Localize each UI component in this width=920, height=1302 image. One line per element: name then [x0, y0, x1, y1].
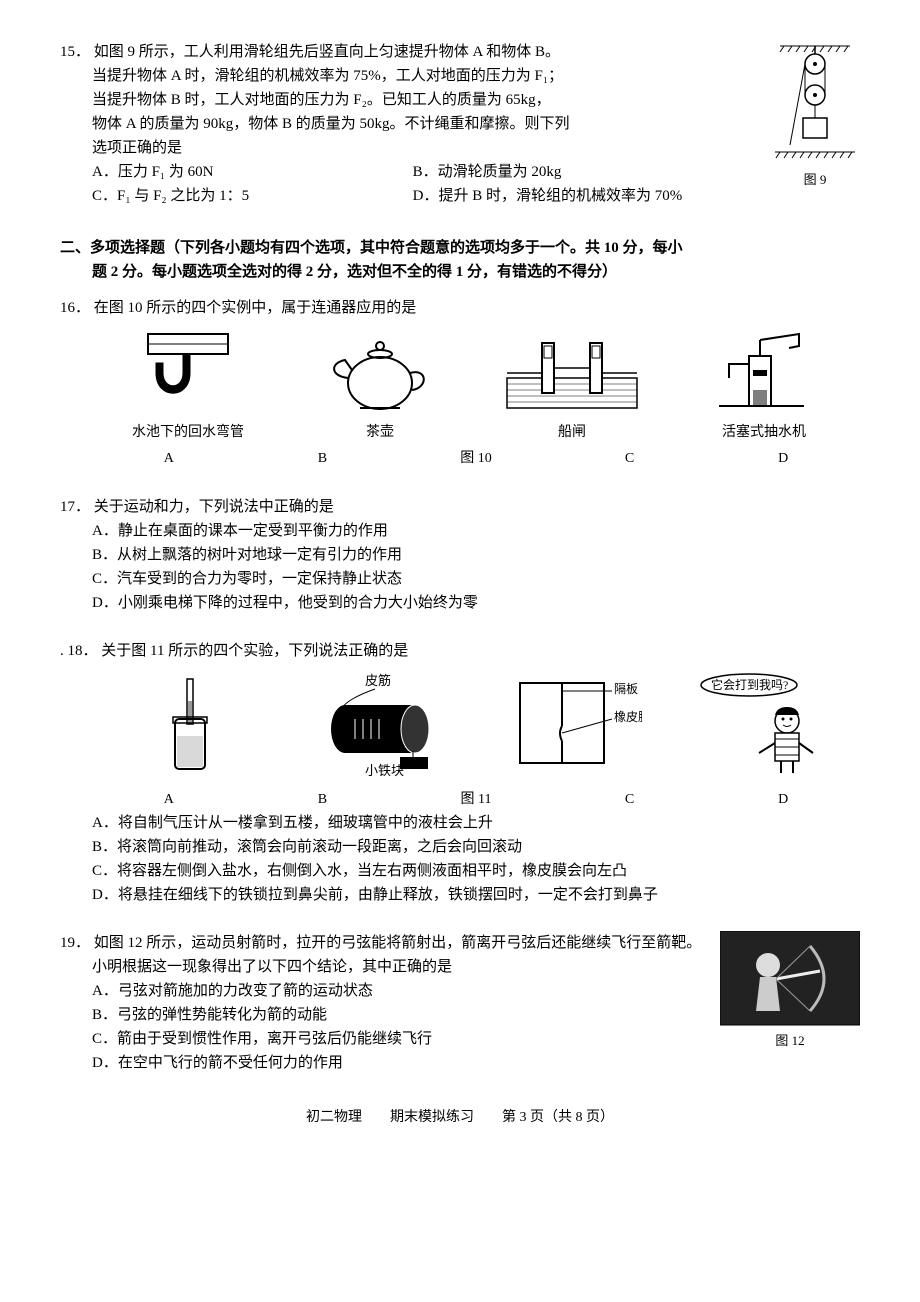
q16-label-a: A: [92, 448, 246, 470]
question-18: . 18． 关于图 11 所示的四个实验，下列说法正确的是 皮筋: [60, 639, 860, 907]
pendulum-boy-icon: 它会打到我吗?: [689, 671, 839, 781]
rubber-band-label: 皮筋: [365, 673, 391, 688]
q19-text: 如图 12 所示，运动员射箭时，拉开的弓弦能将箭射出，箭离开弓弦后还能继续飞行至…: [94, 935, 702, 951]
q18-label-a: A: [92, 789, 246, 811]
question-16: 16． 在图 10 所示的四个实例中，属于连通器应用的是 水池下的回水弯管 茶壶: [60, 296, 860, 471]
figure-11-a: [92, 671, 284, 785]
q18-label-d: D: [706, 789, 860, 811]
q18-option-a: A．将自制气压计从一楼拿到五楼，细玻璃管中的液柱会上升: [92, 811, 860, 835]
q15-line4: 物体 A 的质量为 90kg，物体 B 的质量为 50kg。不计绳重和摩擦。则下…: [92, 112, 860, 136]
question-15: 图 9 15． 如图 9 所示，工人利用滑轮组先后竖直向上匀速提升物体 A 和物…: [60, 40, 860, 208]
q15-line3: 当提升物体 B 时，工人对地面的压力为 F₂。已知工人的质量为 65kg，: [92, 88, 860, 112]
q18-option-d: D．将悬挂在细线下的铁锁拉到鼻尖前，由静止释放，铁锁摆回时，一定不会打到鼻子: [92, 883, 860, 907]
q17-option-b: B．从树上飘落的树叶对地球一定有引力的作用: [92, 543, 860, 567]
speech-bubble-text: 它会打到我吗?: [711, 677, 788, 692]
figure-10-d-caption: 活塞式抽水机: [668, 422, 860, 444]
piston-pump-icon: [709, 328, 819, 418]
figure-10-c: 船闸: [476, 328, 668, 444]
q15-option-d: D．提升 B 时，滑轮组的机械效率为 70%: [413, 184, 734, 208]
q17-number: 17．: [60, 495, 90, 519]
question-17: 17． 关于运动和力，下列说法中正确的是 A．静止在桌面的课本一定受到平衡力的作…: [60, 495, 860, 615]
q15-option-b: B．动滑轮质量为 20kg: [413, 160, 734, 184]
figure-11-d: 它会打到我吗?: [668, 671, 860, 785]
rubber-membrane-label: 橡皮膜: [614, 710, 642, 724]
ship-lock-icon: [502, 328, 642, 418]
figure-10-b: 茶壶: [284, 328, 476, 444]
figure-11-c: 隔板 橡皮膜: [476, 671, 668, 785]
partition-label: 隔板: [614, 682, 638, 696]
figure-12: 图 12: [720, 931, 860, 1052]
q18-number: . 18．: [60, 639, 98, 663]
figure-9: 图 9: [770, 40, 860, 191]
figure-10-d: 活塞式抽水机: [668, 328, 860, 444]
membrane-container-icon: 隔板 橡皮膜: [502, 671, 642, 781]
q17-option-d: D．小刚乘电梯下降的过程中，他受到的合力大小始终为零: [92, 591, 860, 615]
q15-number: 15．: [60, 40, 90, 64]
figure-10-a-caption: 水池下的回水弯管: [92, 422, 284, 444]
iron-block-label: 小铁块: [365, 763, 404, 778]
q15-option-a: A．压力 F₁ 为 60N: [92, 160, 413, 184]
drum-icon: 皮筋 小铁块: [305, 671, 455, 781]
figure-12-caption: 图 12: [775, 1033, 804, 1048]
sink-trap-icon: [128, 328, 248, 418]
figure-10-c-caption: 船闸: [476, 422, 668, 444]
q15-line1: 如图 9 所示，工人利用滑轮组先后竖直向上匀速提升物体 A 和物体 B。: [94, 44, 560, 60]
q17-option-c: C．汽车受到的合力为零时，一定保持静止状态: [92, 567, 860, 591]
q19-number: 19．: [60, 931, 90, 955]
q15-line5: 选项正确的是: [92, 136, 860, 160]
q15-line2: 当提升物体 A 时，滑轮组的机械效率为 75%，工人对地面的压力为 F₁；: [92, 64, 860, 88]
barometer-icon: [133, 671, 243, 781]
figure-10-caption: 图 10: [460, 451, 492, 466]
q16-label-b: B: [246, 448, 400, 470]
q16-number: 16．: [60, 296, 90, 320]
question-19: 图 12 19． 如图 12 所示，运动员射箭时，拉开的弓弦能将箭射出，箭离开弓…: [60, 931, 860, 1075]
section-2-line2: 题 2 分。每小题选项全选对的得 2 分，选对但不全的得 1 分，有错选的不得分…: [92, 264, 617, 280]
q19-option-d: D．在空中飞行的箭不受任何力的作用: [92, 1051, 860, 1075]
archer-photo-icon: [720, 931, 860, 1031]
section-2-title: 二、多项选择题（下列各小题均有四个选项，其中符合题意的选项均多于一个。共 10 …: [60, 236, 860, 284]
pulley-diagram-icon: [770, 40, 860, 170]
q16-label-c: C: [553, 448, 707, 470]
section-2-line1: 二、多项选择题（下列各小题均有四个选项，其中符合题意的选项均多于一个。共 10 …: [60, 240, 683, 256]
q17-option-a: A．静止在桌面的课本一定受到平衡力的作用: [92, 519, 860, 543]
q18-option-b: B．将滚筒向前推动，滚筒会向前滚动一段距离，之后会向回滚动: [92, 835, 860, 859]
figure-11-row: 皮筋 小铁块 隔板: [92, 671, 860, 785]
q16-label-d: D: [706, 448, 860, 470]
q18-option-c: C．将容器左侧倒入盐水，右侧倒入水，当左右两侧液面相平时，橡皮膜会向左凸: [92, 859, 860, 883]
teapot-icon: [320, 328, 440, 418]
figure-9-caption: 图 9: [804, 172, 827, 187]
page-footer: 初二物理 期末模拟练习 第 3 页（共 8 页）: [60, 1107, 860, 1129]
figure-11-b: 皮筋 小铁块: [284, 671, 476, 785]
figure-10-a: 水池下的回水弯管: [92, 328, 284, 444]
figure-10-row: 水池下的回水弯管 茶壶: [92, 328, 860, 444]
q18-label-c: C: [553, 789, 707, 811]
figure-10-b-caption: 茶壶: [284, 422, 476, 444]
q16-text: 在图 10 所示的四个实例中，属于连通器应用的是: [94, 300, 417, 316]
figure-11-caption: 图 11: [460, 792, 491, 807]
q17-text: 关于运动和力，下列说法中正确的是: [94, 499, 334, 515]
q18-label-b: B: [246, 789, 400, 811]
q18-text: 关于图 11 所示的四个实验，下列说法正确的是: [101, 643, 408, 659]
q15-option-c: C．F₁ 与 F₂ 之比为 1：5: [92, 184, 413, 208]
